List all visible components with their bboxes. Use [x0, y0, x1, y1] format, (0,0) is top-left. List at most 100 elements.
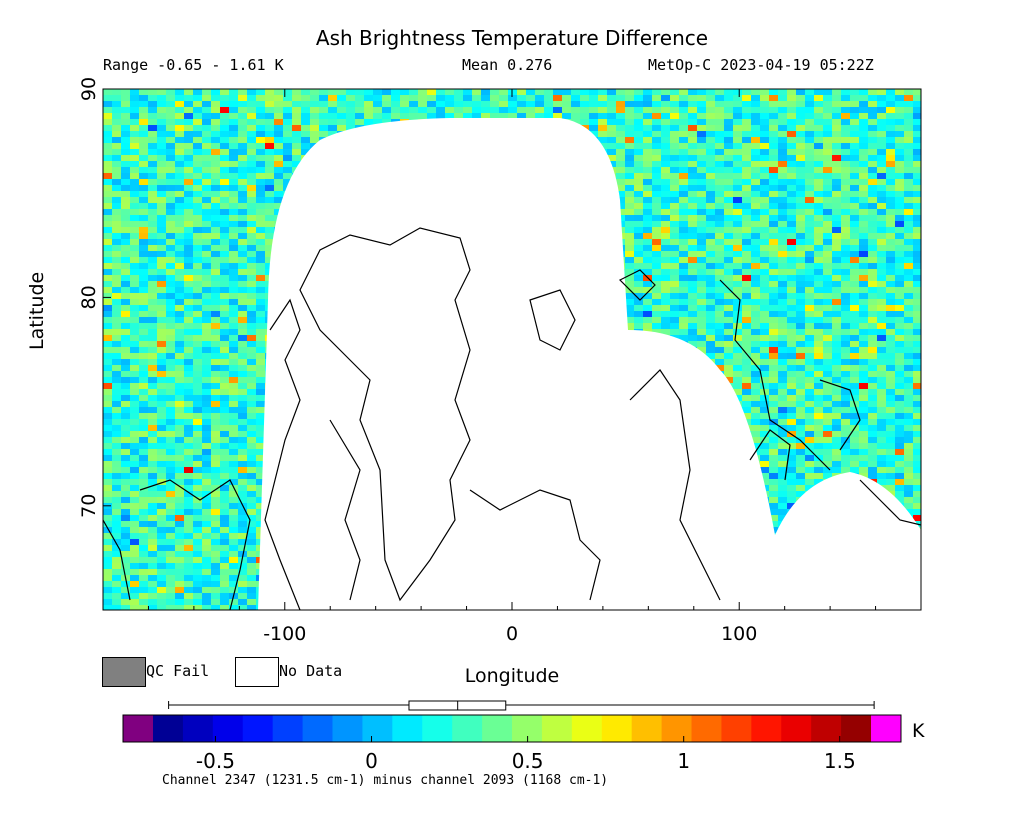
heatmap-cell — [175, 149, 185, 156]
heatmap-cell — [895, 371, 905, 378]
heatmap-cell — [895, 305, 905, 312]
heatmap-cell — [220, 401, 230, 408]
heatmap-cell — [706, 161, 716, 168]
heatmap-cell — [670, 323, 680, 330]
heatmap-cell — [850, 173, 860, 180]
heatmap-cell — [175, 251, 185, 258]
heatmap-cell — [868, 317, 878, 324]
heatmap-cell — [202, 293, 212, 300]
heatmap-cell — [229, 329, 239, 336]
heatmap-cell — [823, 173, 833, 180]
heatmap-cell — [760, 155, 770, 162]
heatmap-cell — [175, 347, 185, 354]
heatmap-cell — [670, 215, 680, 222]
heatmap-cell — [832, 263, 842, 270]
heatmap-cell — [859, 173, 869, 180]
heatmap-cell — [760, 191, 770, 198]
heatmap-cell — [787, 251, 797, 258]
heatmap-cell — [256, 185, 266, 192]
heatmap-cell — [121, 305, 131, 312]
heatmap-cell — [166, 191, 176, 198]
heatmap-cell — [256, 173, 266, 180]
heatmap-cell — [868, 275, 878, 282]
heatmap-cell — [175, 263, 185, 270]
heatmap-cell — [715, 257, 725, 264]
heatmap-cell — [778, 251, 788, 258]
heatmap-cell — [679, 299, 689, 306]
heatmap-cell — [103, 371, 113, 378]
heatmap-cell — [265, 233, 275, 240]
heatmap-cell — [661, 161, 671, 168]
heatmap-cell — [688, 203, 698, 210]
heatmap-cell — [670, 245, 680, 252]
heatmap-cell — [166, 101, 176, 108]
heatmap-cell — [211, 185, 221, 192]
heatmap-cell — [238, 173, 248, 180]
heatmap-cell — [769, 251, 779, 258]
heatmap-cell — [229, 371, 239, 378]
heatmap-cell — [751, 365, 761, 372]
heatmap-cell — [778, 227, 788, 234]
heatmap-cell — [220, 161, 230, 168]
heatmap-cell — [760, 347, 770, 354]
heatmap-cell — [661, 197, 671, 204]
heatmap-cell — [211, 179, 221, 186]
heatmap-cell — [139, 101, 149, 108]
heatmap-cell — [148, 281, 158, 288]
heatmap-cell — [193, 383, 203, 390]
heatmap-cell — [769, 299, 779, 306]
heatmap-cell — [247, 371, 257, 378]
heatmap-cell — [769, 413, 779, 420]
heatmap-cell — [625, 191, 635, 198]
heatmap-cell — [121, 215, 131, 222]
heatmap-cell — [769, 149, 779, 156]
heatmap-cell — [625, 155, 635, 162]
heatmap-cell — [724, 257, 734, 264]
heatmap-cell — [742, 137, 752, 144]
heatmap-cell — [886, 203, 896, 210]
heatmap-cell — [859, 245, 869, 252]
heatmap-cell — [130, 263, 140, 270]
heatmap-cell — [211, 137, 221, 144]
heatmap-cell — [112, 101, 122, 108]
heatmap-cell — [616, 119, 626, 126]
heatmap-cell — [904, 299, 914, 306]
heatmap-cell — [805, 299, 815, 306]
heatmap-cell — [715, 311, 725, 318]
heatmap-cell — [292, 89, 302, 96]
heatmap-cell — [256, 137, 266, 144]
heatmap-cell — [778, 269, 788, 276]
heatmap-cell — [166, 347, 176, 354]
heatmap-cell — [742, 299, 752, 306]
heatmap-cell — [913, 401, 921, 408]
heatmap-cell — [103, 311, 113, 318]
heatmap-cell — [625, 143, 635, 150]
heatmap-cell — [121, 101, 131, 108]
heatmap-cell — [166, 329, 176, 336]
heatmap-cell — [661, 311, 671, 318]
heatmap-cell — [769, 107, 779, 114]
heatmap-cell — [850, 245, 860, 252]
heatmap-cell — [715, 143, 725, 150]
heatmap-cell — [751, 233, 761, 240]
heatmap-cell — [229, 353, 239, 360]
heatmap-cell — [823, 89, 833, 96]
heatmap-cell — [742, 161, 752, 168]
heatmap-cell — [697, 335, 707, 342]
heatmap-cell — [832, 347, 842, 354]
heatmap-cell — [805, 227, 815, 234]
heatmap-cell — [850, 251, 860, 258]
heatmap-cell — [715, 269, 725, 276]
heatmap-cell — [769, 233, 779, 240]
heatmap-cell — [886, 179, 896, 186]
heatmap-cell — [202, 323, 212, 330]
heatmap-cell — [193, 413, 203, 420]
heatmap-cell — [634, 305, 644, 312]
heatmap-cell — [841, 95, 851, 102]
heatmap-cell — [769, 185, 779, 192]
heatmap-cell — [193, 167, 203, 174]
heatmap-cell — [175, 317, 185, 324]
heatmap-cell — [832, 335, 842, 342]
heatmap-cell — [247, 269, 257, 276]
